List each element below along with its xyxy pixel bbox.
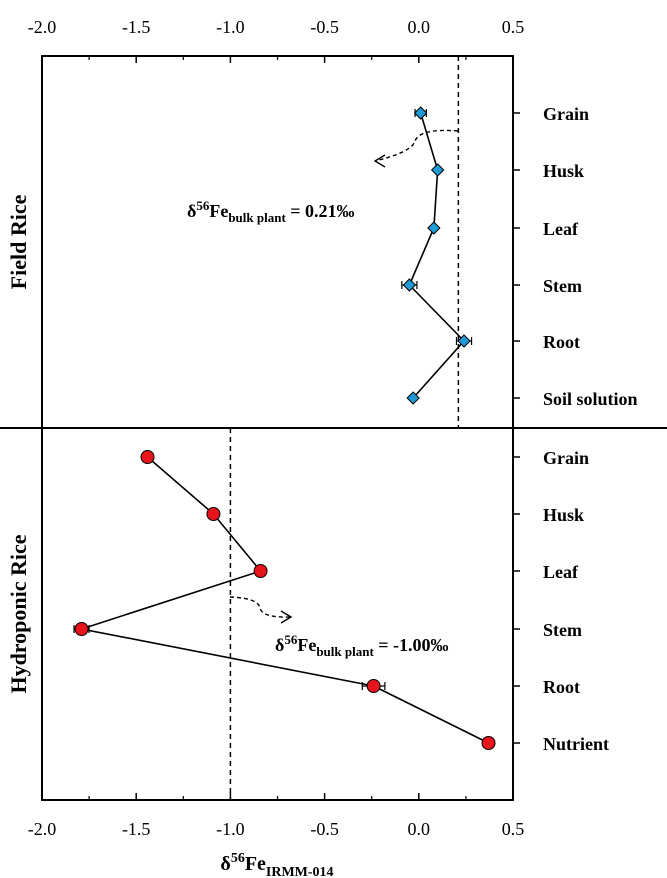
category-label: Husk [543,161,584,181]
category-label: Nutrient [543,734,609,754]
category-label: Root [543,677,580,697]
category-label: Root [543,332,580,352]
category-label: Husk [543,505,584,525]
arrow-head [373,154,386,168]
x-tick-label-bottom: -0.5 [310,819,339,839]
x-tick-label-top: -1.5 [122,17,151,37]
category-label: Grain [543,448,589,468]
x-tick-label-top: 0.0 [408,17,431,37]
data-point [427,221,441,235]
data-point [366,679,381,693]
data-point [481,736,496,750]
data-point [406,391,420,405]
arrow-head [280,610,293,624]
field-rice-panel: Grain Husk Leaf Stem Root Soil solution δ56Feb… [6,56,638,428]
x-tick-label-bottom: -1.5 [122,819,151,839]
category-label: Grain [543,104,589,124]
category-label: Stem [543,276,582,296]
x-tick-label-bottom: -1.0 [216,819,245,839]
x-tick-label-top: -1.0 [216,17,245,37]
bulk-plant-annotation: δ56Febulk plant = -1.00‰ [275,632,449,659]
data-point [457,334,471,348]
data-point [402,278,417,292]
x-tick-label-bottom: 0.0 [408,819,431,839]
annotation-arrow [374,129,459,162]
panel-label: Field Rice [6,194,31,289]
category-label: Leaf [543,219,579,239]
category-label: Leaf [543,562,579,582]
bulk-plant-annotation: δ56Febulk plant = 0.21‰ [187,198,355,225]
x-tick-label-bottom: -2.0 [28,819,57,839]
hydroponic-rice-panel: Grain Husk Leaf Stem Root Nutrient δ56Febulk p… [6,428,609,800]
data-point [74,622,89,636]
x-axis-ticks: -2.0 -2.0 -1.5 -1.5 -1.0 -1.0 -0.5 -0.5 0.0 0.0 0.… [28,17,525,839]
category-label: Soil solution [543,389,638,409]
data-point [430,163,445,177]
data-point [140,450,155,464]
x-tick-label-top: -0.5 [310,17,339,37]
data-point [253,564,268,578]
x-axis-title: δ56FeIRMM-014 [220,851,333,878]
panel-label: Hydroponic Rice [6,534,31,693]
data-point [413,106,428,120]
x-tick-label-bottom: 0.5 [502,819,525,839]
x-tick-label-top: -2.0 [28,17,57,37]
data-point [206,507,221,521]
annotation-arrow [229,596,292,618]
x-tick-label-top: 0.5 [502,17,525,37]
category-label: Stem [543,620,582,640]
series-line [408,112,466,399]
series-line [78,456,489,744]
